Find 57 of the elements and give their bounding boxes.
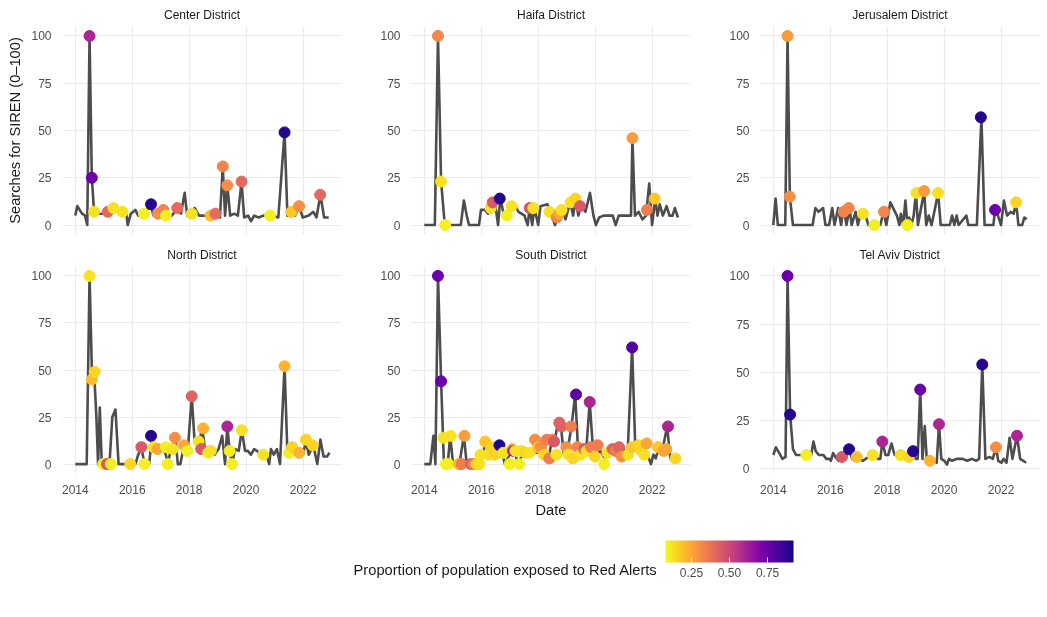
y-tick-label: 25 bbox=[38, 410, 52, 425]
color-bar-label: 0.25 bbox=[679, 565, 704, 580]
y-tick-label: 0 bbox=[393, 457, 401, 472]
chart-title: Haifa District bbox=[517, 7, 586, 22]
y-tick-label: 100 bbox=[380, 29, 401, 44]
y-tick-label: 25 bbox=[387, 171, 401, 186]
chart-title: Tel Aviv District bbox=[859, 247, 941, 262]
color-bar-label: 0.50 bbox=[717, 565, 742, 580]
chart-title: Center District bbox=[163, 7, 241, 22]
x-tick-label: 2016 bbox=[467, 482, 495, 497]
y-tick-label: 75 bbox=[736, 317, 750, 332]
x-tick-label: 2020 bbox=[930, 482, 958, 497]
y-tick-label: 0 bbox=[393, 218, 401, 233]
y-tick-label: 25 bbox=[38, 171, 52, 186]
y-tick-label: 75 bbox=[387, 316, 401, 331]
y-tick-label: 50 bbox=[38, 124, 52, 138]
x-tick-label: 2016 bbox=[118, 482, 146, 497]
chart-title: North District bbox=[167, 247, 238, 262]
x-tick-label: 2018 bbox=[873, 482, 901, 497]
x-tick-label: 2022 bbox=[289, 482, 317, 497]
y-tick-label: 50 bbox=[38, 363, 52, 378]
y-tick-label: 50 bbox=[387, 124, 401, 138]
chart-title: South District bbox=[515, 247, 588, 262]
y-tick-label: 75 bbox=[38, 316, 52, 331]
color-bar-label: 0.75 bbox=[755, 565, 780, 580]
y-tick-label: 50 bbox=[736, 365, 750, 380]
y-tick-label: 25 bbox=[736, 413, 750, 428]
x-tick-label: 2014 bbox=[61, 482, 89, 497]
y-tick-label: 100 bbox=[31, 29, 52, 44]
y-tick-label: 50 bbox=[387, 363, 401, 378]
x-tick-label: 2020 bbox=[581, 482, 609, 497]
y-tick-label: 25 bbox=[387, 410, 401, 425]
y-tick-label: 75 bbox=[387, 76, 401, 91]
x-tick-label: 2022 bbox=[638, 482, 666, 497]
y-tick-label: 100 bbox=[729, 269, 750, 284]
y-tick-label: 100 bbox=[380, 269, 401, 284]
y-tick-label: 0 bbox=[742, 461, 750, 476]
x-tick-label: 2014 bbox=[759, 482, 787, 497]
x-tick-label: 2016 bbox=[816, 482, 844, 497]
y-tick-label: 75 bbox=[38, 76, 52, 91]
x-tick-label: 2014 bbox=[410, 482, 438, 497]
y-tick-label: 75 bbox=[736, 76, 750, 91]
y-tick-label: 50 bbox=[736, 124, 750, 138]
y-tick-label: 25 bbox=[736, 171, 750, 186]
y-tick-label: 100 bbox=[729, 29, 750, 44]
x-axis-title: Date bbox=[535, 501, 567, 518]
x-tick-label: 2018 bbox=[175, 482, 203, 497]
y-tick-label: 100 bbox=[31, 269, 52, 284]
chart-title: Jerusalem District bbox=[852, 7, 949, 22]
y-tick-label: 0 bbox=[44, 218, 52, 233]
color-bar-title: Proportion of population exposed to Red Alerts bbox=[353, 561, 657, 578]
y-axis-title: Searches for SIREN (0–100) bbox=[7, 37, 24, 224]
x-tick-label: 2020 bbox=[232, 482, 260, 497]
x-tick-label: 2022 bbox=[987, 482, 1015, 497]
y-tick-label: 0 bbox=[44, 457, 52, 472]
x-tick-label: 2018 bbox=[524, 482, 552, 497]
y-tick-label: 0 bbox=[742, 218, 750, 233]
